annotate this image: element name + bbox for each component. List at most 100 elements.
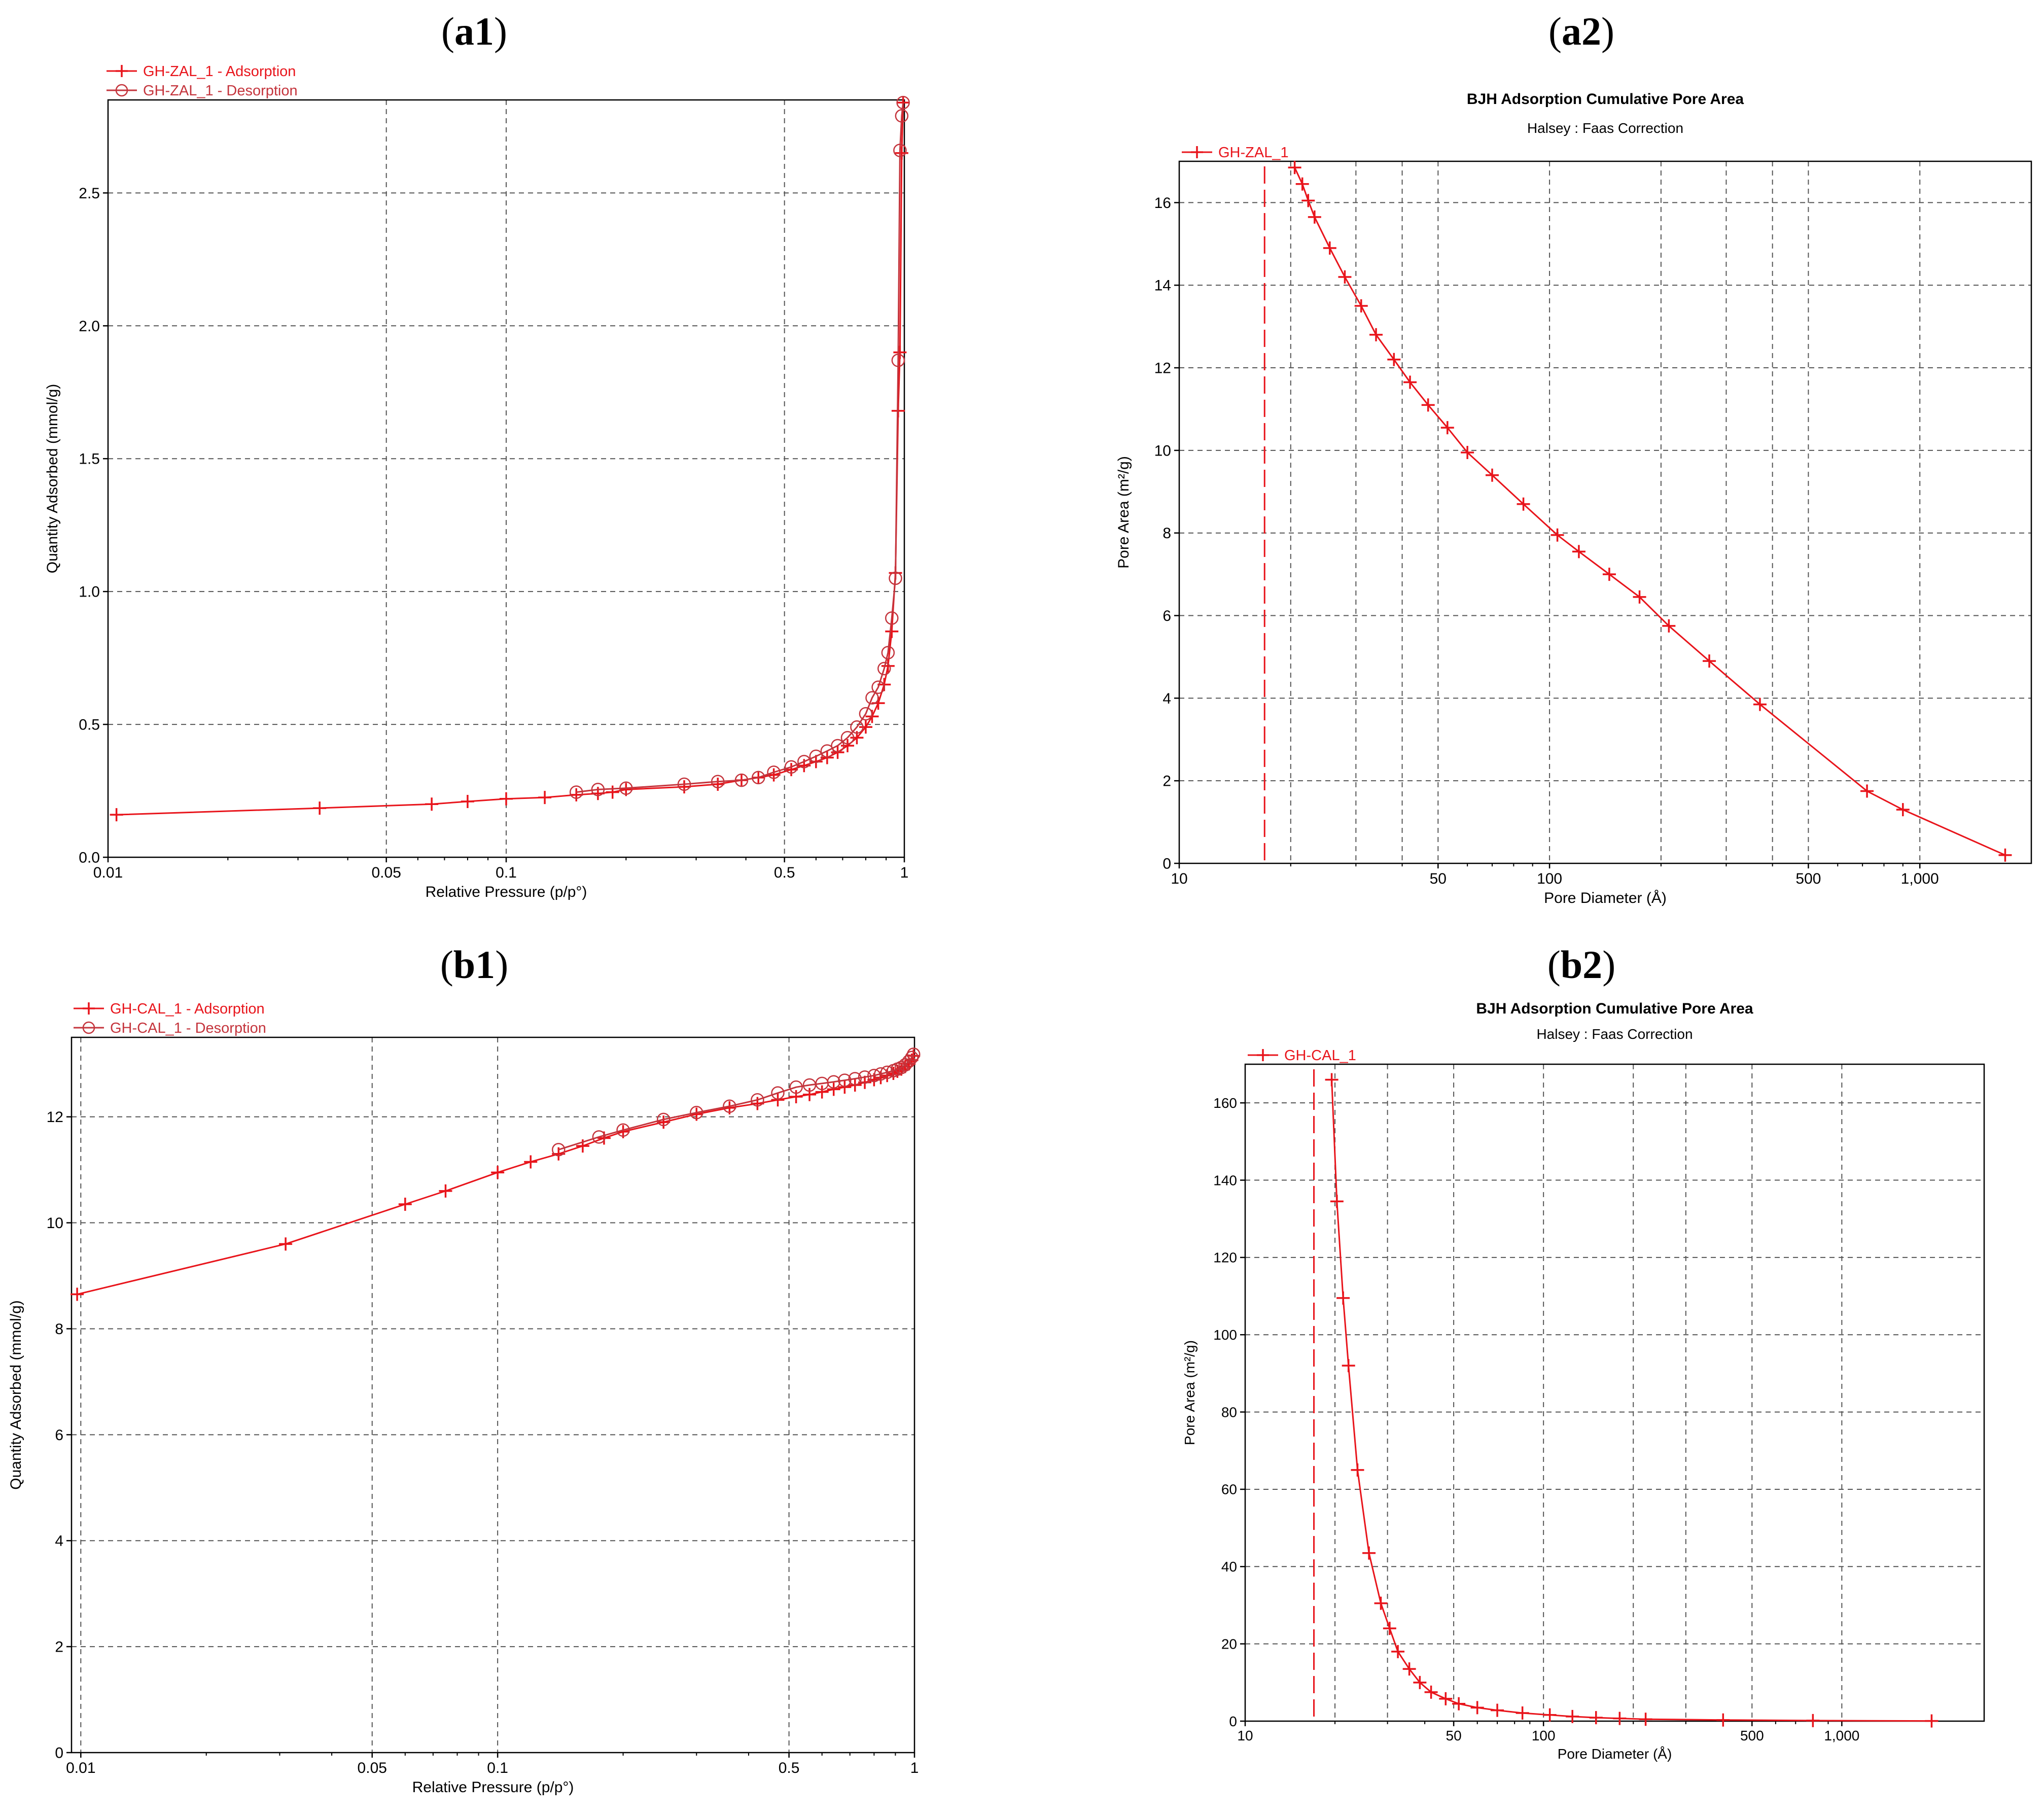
data-point [771, 1086, 785, 1100]
plot-frame [1244, 1063, 1985, 1722]
data-point [425, 797, 439, 811]
y-tick-label: 10 [1154, 442, 1171, 459]
legend-marker [116, 65, 128, 77]
data-point [881, 646, 895, 659]
data-point [893, 144, 907, 157]
data-point [1413, 1675, 1427, 1689]
data-point [110, 808, 123, 822]
y-tick-label: 6 [1162, 608, 1171, 624]
y-tick-label: 12 [1154, 360, 1171, 377]
data-point [885, 624, 899, 638]
legend-label: GH-CAL_1 [1284, 1047, 1356, 1064]
data-point [1383, 1622, 1396, 1635]
data-point [858, 1070, 872, 1084]
series-line [576, 102, 904, 793]
chart-subtitle: Halsey : Faas Correction [1536, 1026, 1693, 1042]
data-point [1374, 1596, 1388, 1610]
y-tick-label: 16 [1154, 195, 1171, 212]
data-point [809, 755, 823, 769]
y-tick-label: 4 [1162, 690, 1171, 707]
data-point [592, 1130, 606, 1144]
data-point [767, 768, 781, 782]
data-point [491, 1166, 505, 1179]
y-tick-label: 1.5 [79, 451, 100, 468]
series-adsorption [1325, 1073, 1939, 1728]
chart-a1-isotherm: 0.0 0.5 1.0 1.5 2.0 2.5 0.01 0.05 0.1 0.5 1 Relativ… [44, 63, 910, 900]
data-point [815, 1085, 829, 1099]
y-tick-label: 0.0 [79, 850, 100, 866]
legend-marker [82, 1021, 95, 1034]
data-point [461, 794, 474, 808]
panel-label-a1: (a1) [441, 9, 507, 53]
data-point [723, 1099, 736, 1113]
x-tick-label: 0.01 [66, 1760, 95, 1776]
x-tick-label: 0.05 [358, 1760, 387, 1776]
data-point [1402, 1662, 1416, 1676]
data-point [690, 1106, 703, 1120]
data-point [1336, 1291, 1350, 1305]
y-tick-label: 10 [47, 1215, 63, 1232]
x-tick-label: 500 [1740, 1728, 1764, 1743]
data-point [838, 1073, 852, 1087]
data-point [797, 755, 811, 769]
data-point [551, 1143, 566, 1157]
legend-marker [83, 1002, 95, 1015]
x-tick-label: 10 [1171, 870, 1187, 887]
data-point [877, 661, 891, 676]
data-point [1288, 161, 1301, 174]
data-point [802, 1078, 817, 1092]
data-point [1925, 1714, 1939, 1728]
data-point [809, 749, 823, 763]
legend-entry: GH-ZAL_1 [1182, 145, 1289, 161]
legend-label: GH-ZAL_1 - Adsorption [143, 63, 296, 80]
y-tick-label: 1.0 [79, 584, 100, 601]
y-axis-label: Pore Area (m²/g) [1115, 456, 1132, 569]
y-tick-label: 80 [1221, 1404, 1237, 1420]
data-point [657, 1115, 671, 1129]
x-tick-label: 1 [910, 1760, 919, 1776]
data-point [1354, 299, 1368, 312]
data-point [1486, 468, 1499, 482]
data-point [867, 1068, 881, 1082]
chart-title: BJH Adsorption Cumulative Pore Area [1467, 91, 1744, 108]
data-point [827, 1082, 840, 1096]
data-point [711, 777, 725, 791]
panel-label-a2: (a2) [1548, 9, 1614, 53]
data-point [1753, 697, 1767, 711]
data-point [591, 783, 605, 796]
y-tick-label: 0 [55, 1745, 63, 1762]
data-point [885, 611, 899, 625]
y-axis-label: Quantity Adsorbed (mmol/g) [44, 384, 61, 574]
data-point [1602, 568, 1616, 581]
y-axis-label: Pore Area (m²/g) [1182, 1340, 1197, 1445]
data-point [570, 788, 583, 801]
data-point [1550, 528, 1564, 542]
data-point [1369, 328, 1383, 341]
chart-subtitle: Halsey : Faas Correction [1527, 120, 1683, 136]
y-tick-label: 0 [1162, 856, 1171, 872]
data-point [1301, 194, 1315, 207]
data-point [1387, 353, 1401, 366]
y-tick-label: 12 [47, 1109, 63, 1126]
data-point [1613, 1712, 1627, 1725]
data-point [1308, 210, 1321, 224]
data-point [524, 1155, 538, 1169]
legend-marker [1191, 146, 1203, 158]
data-point [848, 1072, 862, 1086]
data-point [1421, 398, 1435, 412]
legend-entry: GH-CAL_1 [1248, 1047, 1356, 1064]
legend-label: GH-ZAL_1 - Desorption [143, 83, 298, 99]
data-point [1323, 241, 1336, 255]
legend-marker [1257, 1049, 1269, 1061]
data-point [1338, 270, 1352, 284]
x-tick-label: 1,000 [1824, 1728, 1859, 1743]
y-tick-label: 40 [1221, 1559, 1237, 1575]
data-point [1491, 1703, 1504, 1717]
x-tick-label: 100 [1532, 1728, 1556, 1743]
y-tick-label: 8 [55, 1321, 63, 1338]
panel-label-b1: (b1) [440, 942, 508, 987]
x-tick-label: 0.05 [371, 864, 401, 881]
data-point [880, 1065, 894, 1079]
data-point [752, 771, 765, 785]
